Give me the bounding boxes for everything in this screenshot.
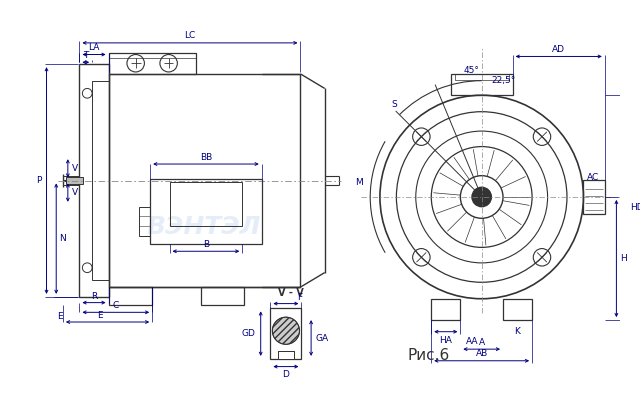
Text: C: C — [113, 301, 119, 310]
Text: V: V — [72, 164, 78, 173]
Text: HD: HD — [630, 203, 640, 212]
Text: F: F — [298, 293, 303, 302]
Text: S: S — [392, 101, 397, 109]
Bar — [109, 74, 300, 287]
Bar — [109, 53, 196, 74]
Text: H: H — [620, 254, 627, 263]
Bar — [170, 182, 243, 226]
Text: 45°: 45° — [464, 66, 480, 75]
Bar — [150, 178, 262, 244]
Bar — [451, 74, 513, 95]
Text: V - V: V - V — [278, 288, 303, 298]
Bar — [92, 81, 109, 280]
Text: E: E — [58, 312, 63, 321]
Bar — [109, 287, 152, 305]
Text: K: K — [515, 327, 520, 336]
Text: GD: GD — [242, 329, 256, 338]
Bar — [278, 351, 294, 359]
Text: LC: LC — [184, 31, 196, 40]
Text: GA: GA — [316, 334, 329, 343]
Text: P: P — [36, 176, 42, 185]
Text: ВЭНТЭЛ: ВЭНТЭЛ — [147, 215, 260, 239]
Text: AD: AD — [552, 44, 565, 53]
Text: AB: AB — [476, 349, 488, 358]
Text: V: V — [72, 188, 78, 197]
Bar — [503, 299, 532, 320]
Text: D: D — [282, 371, 289, 380]
Bar — [431, 299, 460, 320]
Text: T: T — [83, 51, 88, 60]
Text: AC: AC — [588, 173, 600, 182]
Text: A: A — [479, 338, 484, 347]
Bar — [109, 53, 196, 59]
Bar — [139, 207, 150, 236]
Text: E: E — [97, 311, 102, 320]
Bar — [79, 64, 109, 297]
Bar — [200, 287, 244, 305]
Text: R: R — [91, 292, 97, 301]
Text: B: B — [203, 240, 209, 249]
Circle shape — [273, 317, 300, 344]
Circle shape — [472, 187, 492, 207]
Text: AA: AA — [466, 337, 478, 346]
Bar — [454, 74, 509, 80]
Bar — [584, 180, 605, 215]
Bar — [66, 176, 83, 184]
Text: HA: HA — [440, 336, 452, 345]
Text: Рис.6: Рис.6 — [407, 349, 449, 364]
Text: LA: LA — [88, 42, 100, 51]
Text: BB: BB — [200, 152, 212, 162]
Text: N: N — [59, 234, 66, 243]
Text: M: M — [355, 178, 362, 187]
Text: 22,5°: 22,5° — [492, 76, 516, 85]
Bar — [271, 309, 301, 359]
